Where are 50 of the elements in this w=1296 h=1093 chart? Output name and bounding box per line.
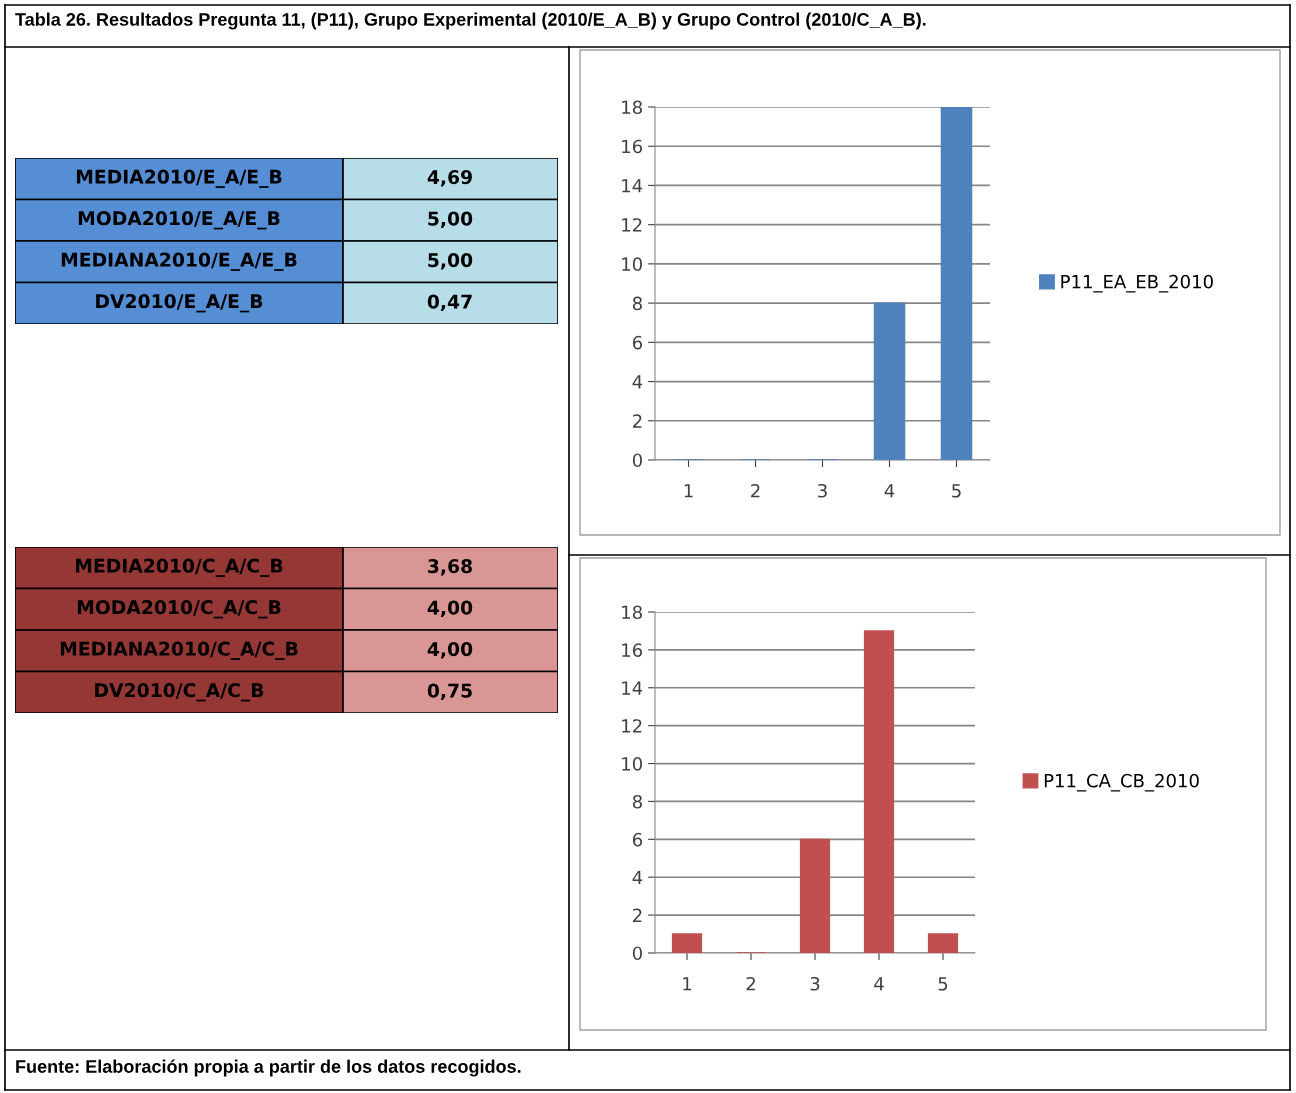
text: DV2010/C_A/C_B [95,683,264,702]
y-tick-label: 10 [622,257,642,272]
y-tick-label: 8 [632,296,642,311]
x-tick-label: 5 [952,484,961,498]
legend-label: P11_CA_CB_2010 [1044,773,1199,792]
text: 0,75 [427,683,472,701]
text: MEDIA2010/C_A/C_B [75,558,283,577]
text: DV2010/E_A/E_B [96,294,263,313]
y-tick-label: 0 [632,946,642,961]
x-tick-label: 4 [874,977,884,991]
y-tick-label: 12 [622,719,642,733]
x-tick-label: 1 [684,484,693,498]
y-tick-label: 16 [622,139,643,154]
text: 5,00 [428,211,473,229]
y-tick-label: 6 [632,832,643,847]
y-tick-label: 2 [633,908,642,922]
y-tick-label: 4 [632,870,643,885]
text: MODA2010/E_A/E_B [78,211,280,230]
text: 3,68 [428,559,472,576]
y-tick-label: 14 [622,681,643,695]
y-tick-label: 2 [633,414,642,428]
y-tick-label: 10 [622,757,642,771]
text: 4,00 [427,642,473,659]
y-tick-label: 18 [622,100,642,115]
x-tick-label: 1 [683,977,692,991]
y-tick-label: 4 [632,375,643,389]
legend-label: P11_EA_EB_2010 [1061,274,1213,293]
text: MODA2010/C_A/C_B [77,600,281,619]
x-tick-label: 3 [810,976,820,991]
x-tick-label: 2 [751,483,760,498]
y-tick-label: 14 [622,179,643,193]
x-tick-label: 4 [884,484,895,498]
text: 4,69 [427,170,472,187]
text: 0,47 [427,294,472,312]
text: MEDIANA2010/C_A/C_B [60,641,298,660]
text: Tabla 26. Resultados Pregunta 11, (P11), Grupo Experimental (2010/E_A_B) y Grupo Control (2010/C_A_B). [15,12,926,30]
y-tick-label: 12 [622,218,642,232]
text: MEDIA2010/E_A/E_B [76,169,282,188]
x-tick-label: 2 [746,976,755,991]
source-note: Fuente: Elaboración propia a partir de los datos recogidos. [16,1059,521,1077]
y-tick-label: 0 [632,453,642,468]
y-tick-label: 6 [632,335,643,350]
y-tick-label: 18 [622,605,642,620]
x-tick-label: 3 [818,483,827,498]
y-tick-label: 16 [622,643,643,658]
text: 4,00 [427,600,473,618]
text: 5,00 [428,253,473,270]
text: MEDIANA2010/E_A/E_B [61,252,297,271]
x-tick-label: 5 [938,977,948,991]
y-tick-label: 8 [632,794,642,809]
